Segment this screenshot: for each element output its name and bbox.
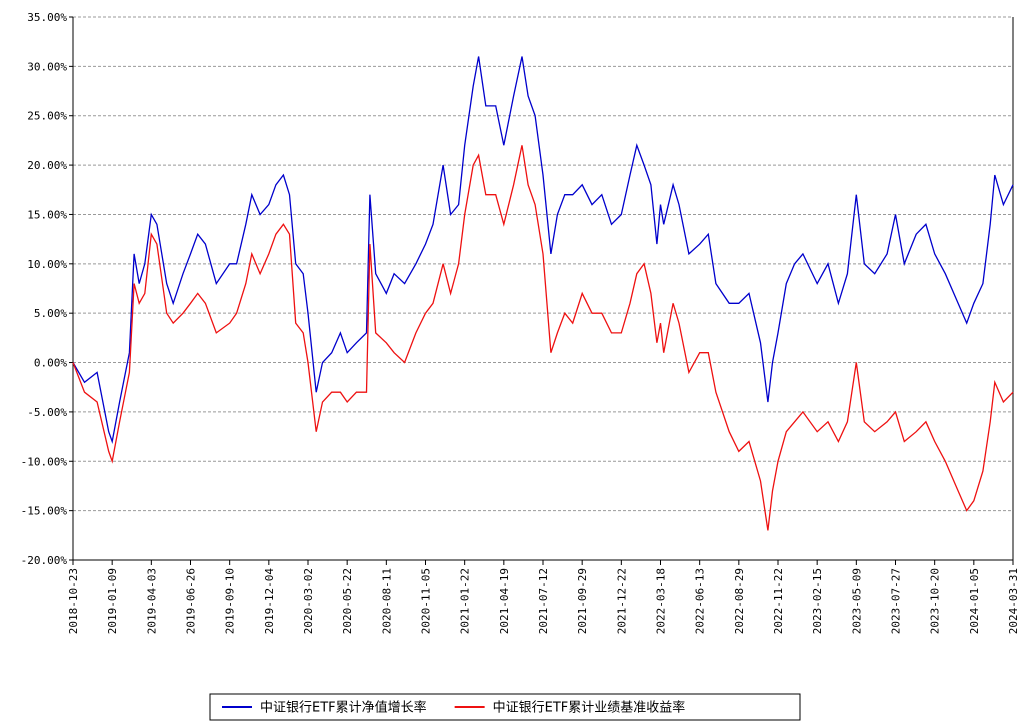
y-tick-label: -15.00% — [21, 505, 68, 518]
x-tick-label: 2023-07-27 — [890, 568, 903, 634]
y-tick-label: 15.00% — [27, 208, 67, 221]
x-tick-label: 2018-10-23 — [67, 568, 80, 634]
x-tick-label: 2023-02-15 — [811, 568, 824, 634]
x-tick-label: 2020-03-02 — [302, 568, 315, 634]
x-tick-label: 2019-12-04 — [263, 568, 276, 635]
x-tick-label: 2019-01-09 — [106, 568, 119, 634]
x-tick-label: 2021-12-22 — [615, 568, 628, 634]
x-tick-label: 2021-07-12 — [537, 568, 550, 634]
x-tick-label: 2020-11-05 — [420, 568, 433, 634]
y-tick-label: 20.00% — [27, 159, 67, 172]
y-tick-label: -10.00% — [21, 455, 68, 468]
x-tick-label: 2019-04-03 — [145, 568, 158, 634]
x-tick-label: 2022-08-29 — [733, 568, 746, 634]
y-tick-label: -5.00% — [27, 406, 67, 419]
y-tick-label: 5.00% — [34, 307, 67, 320]
x-tick-label: 2022-11-22 — [772, 568, 785, 634]
x-tick-label: 2022-03-18 — [655, 568, 668, 634]
y-tick-label: 25.00% — [27, 110, 67, 123]
x-tick-label: 2019-09-10 — [224, 568, 237, 634]
x-tick-label: 2020-08-11 — [380, 568, 393, 634]
y-tick-label: 0.00% — [34, 357, 67, 370]
x-tick-label: 2020-05-22 — [341, 568, 354, 634]
legend: 中证银行ETF累计净值增长率 中证银行ETF累计业绩基准收益率 — [209, 693, 801, 721]
x-tick-label: 2024-03-31 — [1007, 568, 1019, 634]
x-tick-label: 2024-01-05 — [968, 568, 981, 634]
x-tick-label: 2019-06-26 — [185, 568, 198, 634]
y-tick-label: 35.00% — [27, 11, 67, 24]
series-line — [72, 56, 1014, 444]
x-tick-label: 2023-10-20 — [929, 568, 942, 634]
legend-label: 中证银行ETF累计业绩基准收益率 — [493, 700, 686, 716]
x-tick-label: 2021-04-19 — [498, 568, 511, 634]
x-tick-label: 2023-05-09 — [850, 568, 863, 634]
y-tick-label: 30.00% — [27, 60, 67, 73]
x-tick-label: 2021-09-29 — [576, 568, 589, 634]
x-tick-label: 2022-06-13 — [694, 568, 707, 634]
series-line — [72, 145, 1014, 531]
x-tick-label: 2021-01-22 — [459, 568, 472, 634]
y-tick-label: -20.00% — [21, 554, 68, 567]
legend-label: 中证银行ETF累计净值增长率 — [260, 700, 427, 716]
y-tick-label: 10.00% — [27, 258, 67, 271]
legend-box — [209, 693, 801, 721]
